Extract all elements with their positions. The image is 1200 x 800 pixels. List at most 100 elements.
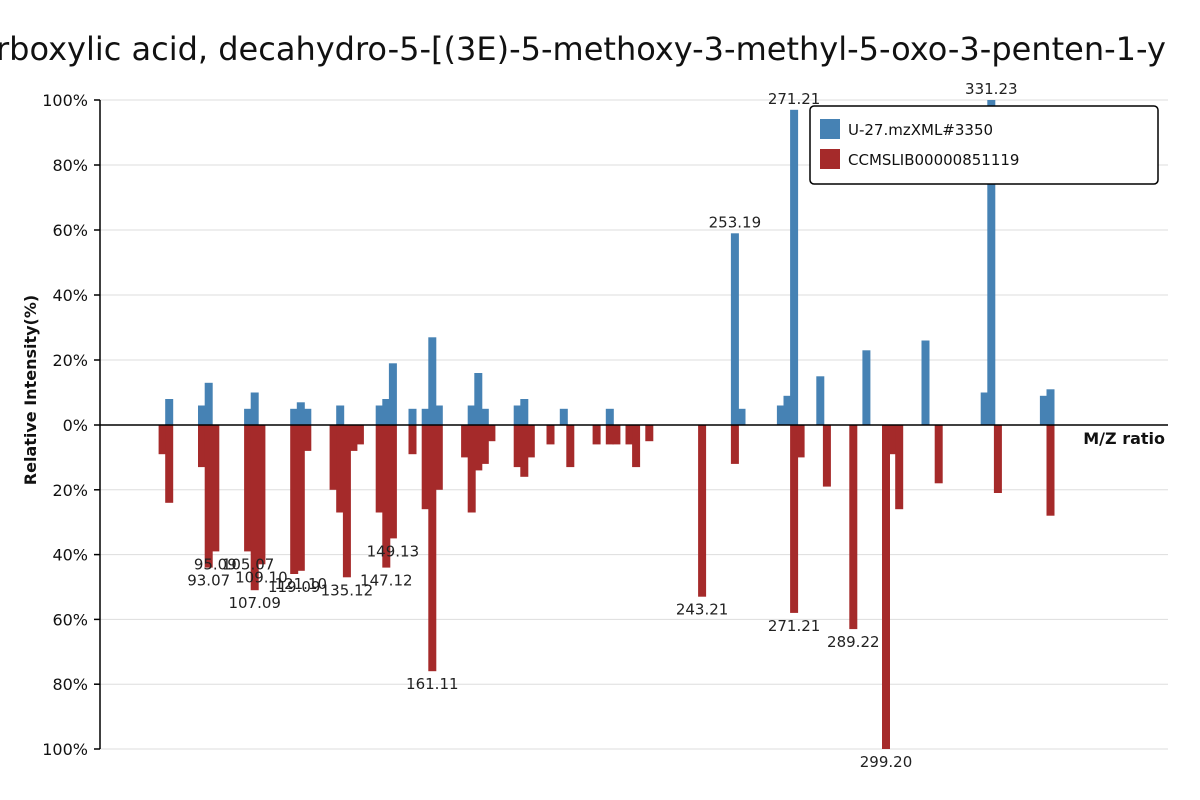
y-axis-ticks: 100% 80% 60% 40% 20% 0% 20% 40% 60% 80% 100% <box>42 91 100 759</box>
legend-label-series-0: U-27.mzXML#3350 <box>848 121 993 139</box>
spectrum-bar-series-0 <box>408 408 417 426</box>
spectrum-bar-series-1 <box>566 425 575 468</box>
y-tick-label: 80% <box>52 156 88 175</box>
spectrum-bar-series-1 <box>382 425 391 568</box>
spectrum-bar-series-0 <box>783 395 792 426</box>
spectrum-bar-series-1 <box>645 425 654 442</box>
spectrum-bar-series-0 <box>388 363 397 426</box>
spectrum-bar-series-0 <box>520 399 529 425</box>
spectrum-bar-series-0 <box>165 399 174 425</box>
y-tick-label: 40% <box>52 286 88 305</box>
spectrum-bar-series-0 <box>1039 395 1048 426</box>
spectrum-bar-series-0 <box>987 100 996 425</box>
spectrum-bar-series-0 <box>198 405 206 425</box>
legend-swatch-series-1 <box>820 149 840 169</box>
spectrum-bar-series-0 <box>559 408 568 426</box>
spectrum-bar-series-1 <box>934 425 943 484</box>
peak-label: 147.12 <box>360 572 413 590</box>
peak-label: 243.21 <box>676 601 729 619</box>
spectrum-bar-series-0 <box>375 405 384 425</box>
spectrum-bar-series-1 <box>257 425 266 565</box>
legend-label-series-1: CCMSLIB00000851119 <box>848 151 1019 169</box>
spectrum-bar-series-0 <box>730 233 739 426</box>
spectrum-bar-series-1 <box>888 425 897 455</box>
spectrum-bar-series-1 <box>592 425 601 445</box>
spectrum-bar-series-1 <box>1046 425 1055 516</box>
spectrum-bar-series-1 <box>612 425 621 445</box>
peak-label: 299.20 <box>860 753 913 771</box>
spectrum-bar-series-1 <box>467 425 476 513</box>
spectrum-bar-series-1 <box>408 425 417 455</box>
spectrum-bar-series-1 <box>355 425 364 445</box>
spectrum-bar-series-0 <box>336 405 345 425</box>
peak-label: 109.10 <box>235 568 288 586</box>
chart-title: rboxylic acid, decahydro-5-[(3E)-5-metho… <box>0 30 1166 68</box>
spectrum-bar-series-0 <box>474 373 483 425</box>
spectrum-bar-series-1 <box>882 425 890 749</box>
y-tick-label: 40% <box>52 546 88 565</box>
spectrum-bar-series-0 <box>421 408 430 426</box>
spectrum-bar-series-1 <box>526 425 535 458</box>
peak-label: 107.09 <box>228 594 281 612</box>
y-tick-label: 20% <box>52 481 88 500</box>
spectrum-bar-series-0 <box>862 350 871 426</box>
spectrum-bar-series-1 <box>993 425 1002 493</box>
y-tick-label: 100% <box>42 740 88 759</box>
spectrum-bar-series-1 <box>375 425 384 513</box>
spectrum-bar-series-1 <box>822 425 831 487</box>
spectrum-bar-series-0 <box>790 109 799 426</box>
grid-lines <box>100 99 1168 750</box>
spectrum-bar-series-1 <box>513 425 522 468</box>
spectrum-bar-series-1 <box>520 425 529 477</box>
legend: U-27.mzXML#3350 CCMSLIB00000851119 <box>809 105 1159 185</box>
spectrum-bar-series-1 <box>296 425 305 571</box>
spectrum-bar-series-1 <box>198 425 206 468</box>
spectrum-bar-series-1 <box>546 425 555 445</box>
spectrum-bar-series-1 <box>480 425 489 464</box>
spectrum-bar-series-1 <box>250 425 259 591</box>
spectrum-bar-series-1 <box>388 425 397 539</box>
spectrum-bar-series-0 <box>921 340 930 425</box>
spectrum-bar-series-1 <box>204 425 213 568</box>
spectrum-bar-series-0 <box>428 337 437 426</box>
spectrum-bar-series-1 <box>730 425 739 464</box>
peak-label: 253.19 <box>709 213 762 231</box>
y-tick-label: 0% <box>63 416 88 435</box>
x-axis-title: M/Z ratio <box>1083 429 1165 448</box>
spectrum-bar-series-0 <box>296 402 305 426</box>
spectrum-bar-series-1 <box>698 425 707 597</box>
peak-label: 135.12 <box>321 581 374 599</box>
peak-label: 161.11 <box>406 675 459 693</box>
spectrum-bar-series-1 <box>849 425 858 630</box>
peak-label: 271.21 <box>768 90 821 108</box>
spectrum-bar-series-1 <box>428 425 437 672</box>
spectrum-bar-series-0 <box>605 408 614 426</box>
spectrum-bar-series-0 <box>980 392 989 425</box>
spectrum-bar-series-1 <box>461 425 470 458</box>
axes <box>99 100 1168 749</box>
spectrum-bar-series-1 <box>244 425 253 552</box>
y-tick-label: 80% <box>52 675 88 694</box>
spectrum-bar-series-0 <box>303 408 312 426</box>
peak-label: 331.23 <box>965 80 1018 98</box>
spectrum-bar-series-1 <box>487 425 496 442</box>
peak-label: 119.09 <box>268 578 321 596</box>
spectrum-bar-series-0 <box>513 405 522 425</box>
spectrum-bar-series-1 <box>625 425 634 445</box>
spectrum-bar-series-0 <box>204 382 213 426</box>
y-tick-label: 100% <box>42 91 88 110</box>
y-axis-title: Relative Intensity(%) <box>21 295 40 485</box>
spectrum-bar-series-0 <box>737 408 746 426</box>
spectrum-bar-series-1 <box>796 425 805 458</box>
spectrum-bar-series-1 <box>895 425 904 510</box>
spectrum-bar-series-0 <box>480 408 489 426</box>
peak-label: 95.09 <box>194 555 237 573</box>
y-tick-label: 20% <box>52 351 88 370</box>
y-tick-label: 60% <box>52 610 88 629</box>
peak-label: 149.13 <box>367 542 420 560</box>
spectrum-bar-series-0 <box>382 399 391 425</box>
spectrum-bar-series-1 <box>474 425 483 471</box>
spectrum-bar-series-1 <box>211 425 220 552</box>
